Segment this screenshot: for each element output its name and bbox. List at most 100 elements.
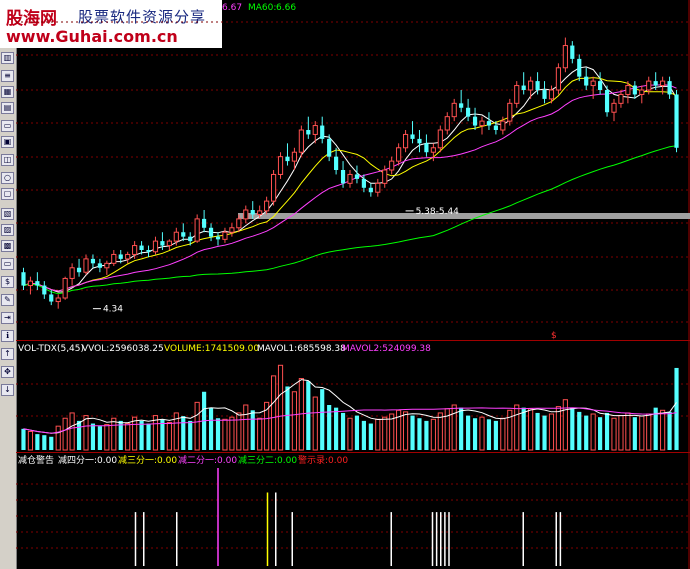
volume-bar xyxy=(69,412,75,451)
signal-label-4: 减三分二:0.00 xyxy=(238,454,297,466)
volume-bar xyxy=(277,364,284,451)
volume-bar xyxy=(424,420,429,450)
candle-body xyxy=(334,156,339,170)
volume-bar xyxy=(243,404,249,451)
candle-body xyxy=(528,80,534,91)
candle-body xyxy=(382,169,388,184)
volume-bar xyxy=(618,415,624,451)
volume-bar xyxy=(62,417,68,451)
arrow-up-icon[interactable]: ↑ xyxy=(1,348,14,360)
news-icon[interactable]: ▣ xyxy=(1,136,14,148)
search-icon[interactable]: ○ xyxy=(1,172,14,184)
ma60-label: MA60: xyxy=(248,3,277,13)
candle-body xyxy=(354,174,360,179)
volume-bar xyxy=(368,423,373,450)
ma60-value: 6.66 xyxy=(276,3,297,13)
logo-name: 股海网 xyxy=(6,9,57,29)
logo-slogan: 股票软件资源分享 xyxy=(78,8,207,26)
candle-body xyxy=(472,116,478,126)
candle-body xyxy=(118,254,123,259)
volume-bar xyxy=(188,420,193,450)
stock-chart: 7.395.38-5.444.34 $ VOL-TDX(5,45) VVOL:2… xyxy=(16,0,690,569)
document-icon[interactable]: ▢ xyxy=(1,188,14,200)
guhai-logo: 股海网 股票软件资源分享 www.Guhai.com.cn xyxy=(0,0,222,48)
grid-icon[interactable]: ▦ xyxy=(1,86,14,98)
candle-body xyxy=(375,182,381,193)
candle-body xyxy=(132,245,138,255)
volume-bar xyxy=(257,417,263,451)
candle-body xyxy=(76,267,82,273)
candle-body xyxy=(437,129,443,149)
volume-bar xyxy=(548,413,555,451)
info-icon[interactable]: ℹ xyxy=(1,330,14,342)
candle-body xyxy=(202,218,207,228)
candle-body xyxy=(69,267,75,279)
chart-icon[interactable]: ▥ xyxy=(1,52,14,64)
price-annotations: 7.395.38-5.444.34 xyxy=(92,207,460,315)
candle-body xyxy=(548,89,555,100)
candle-body xyxy=(667,81,672,95)
folder-icon[interactable]: ▭ xyxy=(1,120,14,132)
volume-bar xyxy=(667,411,672,450)
move-icon[interactable]: ✥ xyxy=(1,366,14,378)
volume-bar xyxy=(229,416,235,451)
volume-bar xyxy=(459,407,464,450)
volume-bar xyxy=(466,415,471,450)
calc-icon[interactable]: ▧ xyxy=(1,208,14,220)
mavol2-label: MAVOL2:524099.38 xyxy=(342,344,431,354)
logo-url: www.Guhai.com.cn xyxy=(6,27,178,46)
candle-body xyxy=(507,102,513,122)
volume-bar xyxy=(173,412,179,451)
candle-body xyxy=(243,209,249,220)
candle-body xyxy=(632,85,637,95)
volume-bar xyxy=(375,418,381,451)
volume-bar xyxy=(625,412,631,451)
candle-body xyxy=(410,134,415,139)
signal-label-5: 警示录:0.00 xyxy=(298,454,348,466)
arrow-down-icon[interactable]: ↓ xyxy=(1,384,14,396)
candle-body xyxy=(466,107,471,117)
volume-bar xyxy=(410,415,415,450)
candlesticks xyxy=(21,37,679,309)
candle-body xyxy=(535,81,540,90)
list-icon[interactable]: ≡ xyxy=(1,70,14,82)
rsi-icon[interactable]: ▩ xyxy=(1,240,14,252)
candle-body xyxy=(625,85,631,95)
candle-body xyxy=(49,294,54,302)
volume-bar xyxy=(42,435,47,450)
report-icon[interactable]: ▨ xyxy=(1,224,14,236)
ma60-line xyxy=(23,145,677,295)
candle-body xyxy=(444,116,450,131)
filter-icon[interactable]: ◫ xyxy=(1,154,14,166)
candle-body xyxy=(194,218,200,242)
volume-bar xyxy=(312,396,318,451)
volume-bar xyxy=(97,426,102,450)
volume-bar xyxy=(27,430,34,451)
price-annotation-1: 5.38-5.44 xyxy=(416,207,460,217)
candle-body xyxy=(639,89,645,95)
volume-bar xyxy=(555,406,562,451)
pen-icon[interactable]: ✎ xyxy=(1,294,14,306)
volume-bar xyxy=(222,418,228,451)
window-icon[interactable]: ▭ xyxy=(1,258,14,270)
volume-bar xyxy=(291,391,298,451)
candle-body xyxy=(451,102,457,118)
candle-body xyxy=(459,103,464,108)
volume-bar xyxy=(340,412,346,450)
volume-bar xyxy=(528,408,534,451)
candle-body xyxy=(62,277,68,299)
signal-label-3: 减二分一:0.00 xyxy=(178,454,237,466)
candle-body xyxy=(396,147,402,162)
volume-bar xyxy=(584,415,589,450)
exit-icon[interactable]: ⇥ xyxy=(1,312,14,324)
candle-body xyxy=(35,281,40,286)
grid-lines xyxy=(16,0,690,569)
volume-bar xyxy=(653,407,658,450)
candle-body xyxy=(562,45,568,69)
candle-body xyxy=(42,285,47,295)
volume-bar xyxy=(604,412,610,450)
candle-body xyxy=(55,297,61,303)
ma10-line xyxy=(23,77,677,292)
money-icon[interactable]: $ xyxy=(1,276,14,288)
table-icon[interactable]: ▤ xyxy=(1,102,14,114)
